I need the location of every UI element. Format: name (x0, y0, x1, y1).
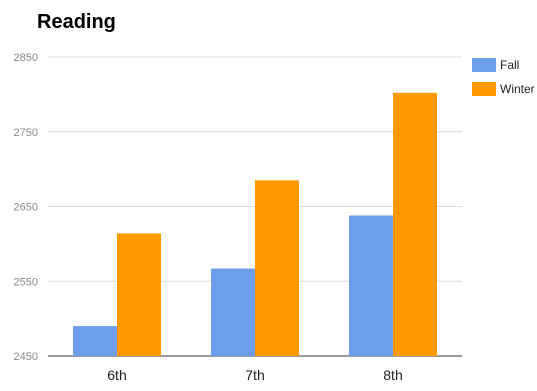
x-tick-label: 7th (245, 367, 264, 383)
bar-fall-6th (73, 326, 117, 356)
x-tick-label: 6th (107, 367, 126, 383)
chart-title: Reading (37, 11, 116, 33)
y-tick-label: 2750 (14, 127, 38, 139)
bar-winter-6th (117, 233, 161, 356)
legend-label-winter: Winter (500, 82, 535, 96)
y-tick-label: 2650 (14, 202, 38, 214)
y-axis-ticks: 2450 2550 2650 2750 2850 (14, 52, 38, 363)
x-tick-label: 8th (383, 367, 402, 383)
legend-label-fall: Fall (500, 58, 519, 72)
y-tick-label: 2850 (14, 52, 38, 64)
bar-fall-8th (349, 215, 393, 356)
legend: Fall Winter (472, 58, 535, 96)
y-tick-label: 2450 (14, 351, 38, 363)
legend-swatch-fall (472, 58, 496, 72)
legend-swatch-winter (472, 82, 496, 96)
y-tick-label: 2550 (14, 276, 38, 288)
x-axis-ticks: 6th 7th 8th (107, 367, 402, 383)
bars (73, 92, 437, 356)
bar-winter-8th (393, 92, 437, 356)
bar-fall-7th (211, 268, 255, 356)
bar-winter-7th (255, 180, 299, 356)
